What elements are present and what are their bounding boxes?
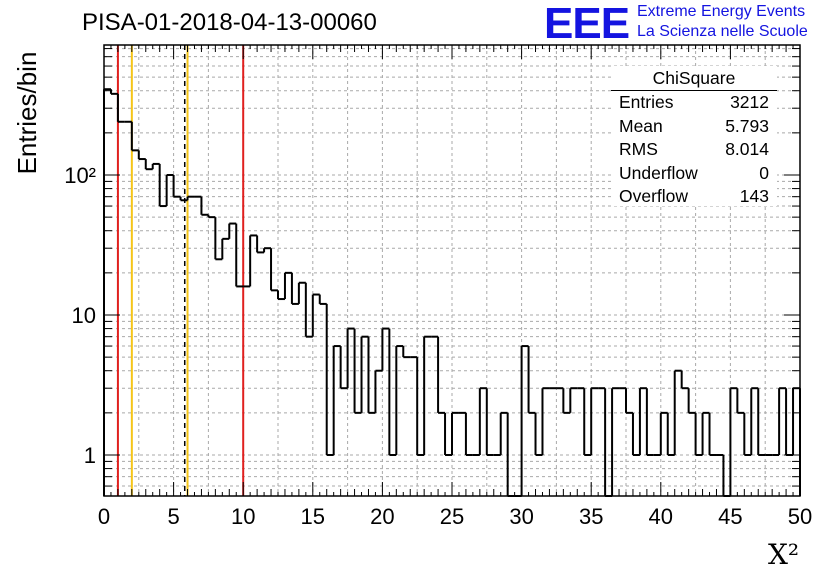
x-axis-label: X² (768, 538, 800, 571)
stats-value: 0 (759, 162, 769, 183)
stats-value: 3212 (730, 92, 769, 112)
stats-row-mean: Mean 5.793 (611, 115, 777, 139)
x-tick-label: 15 (301, 504, 325, 529)
x-tick-label: 35 (579, 504, 603, 529)
chart-title: PISA-01-2018-04-13-00060 (82, 9, 377, 36)
stats-value: 143 (739, 186, 769, 206)
x-tick-label: 30 (509, 504, 533, 529)
y-axis-label: Entries/bin (12, 51, 42, 175)
stats-label: Entries (619, 92, 674, 112)
stats-title: ChiSquare (611, 66, 777, 91)
y-tick-label: 1 (84, 443, 96, 468)
stats-value: 8.014 (725, 139, 769, 159)
logo-line-1: Extreme Energy Events (637, 3, 806, 20)
x-tick-label: 10 (231, 504, 255, 529)
y-tick-label: 10² (64, 163, 96, 188)
x-tick-label: 50 (788, 504, 812, 529)
logo-line-2: La Scienza nelle Scuole (637, 23, 808, 40)
stats-row-overflow: Overflow 143 (611, 185, 777, 209)
stats-row-underflow: Underflow 0 (611, 162, 777, 186)
stats-row-entries: Entries 3212 (611, 91, 777, 115)
x-tick-label: 20 (370, 504, 394, 529)
stats-box: ChiSquare Entries 3212 Mean 5.793 RMS 8.… (611, 66, 777, 206)
x-tick-label: 5 (167, 504, 179, 529)
y-tick-label: 10 (72, 303, 96, 328)
x-tick-label: 40 (649, 504, 673, 529)
stats-value: 5.793 (725, 115, 769, 136)
stats-label: Underflow (619, 162, 698, 183)
x-tick-label: 45 (718, 504, 742, 529)
stats-row-rms: RMS 8.014 (611, 138, 777, 162)
stats-label: Overflow (619, 186, 689, 206)
x-tick-label: 25 (440, 504, 464, 529)
x-tick-label: 0 (98, 504, 110, 529)
eee-logo-mark: EEE (544, 0, 630, 48)
stats-label: RMS (619, 139, 658, 159)
stats-label: Mean (619, 115, 663, 136)
